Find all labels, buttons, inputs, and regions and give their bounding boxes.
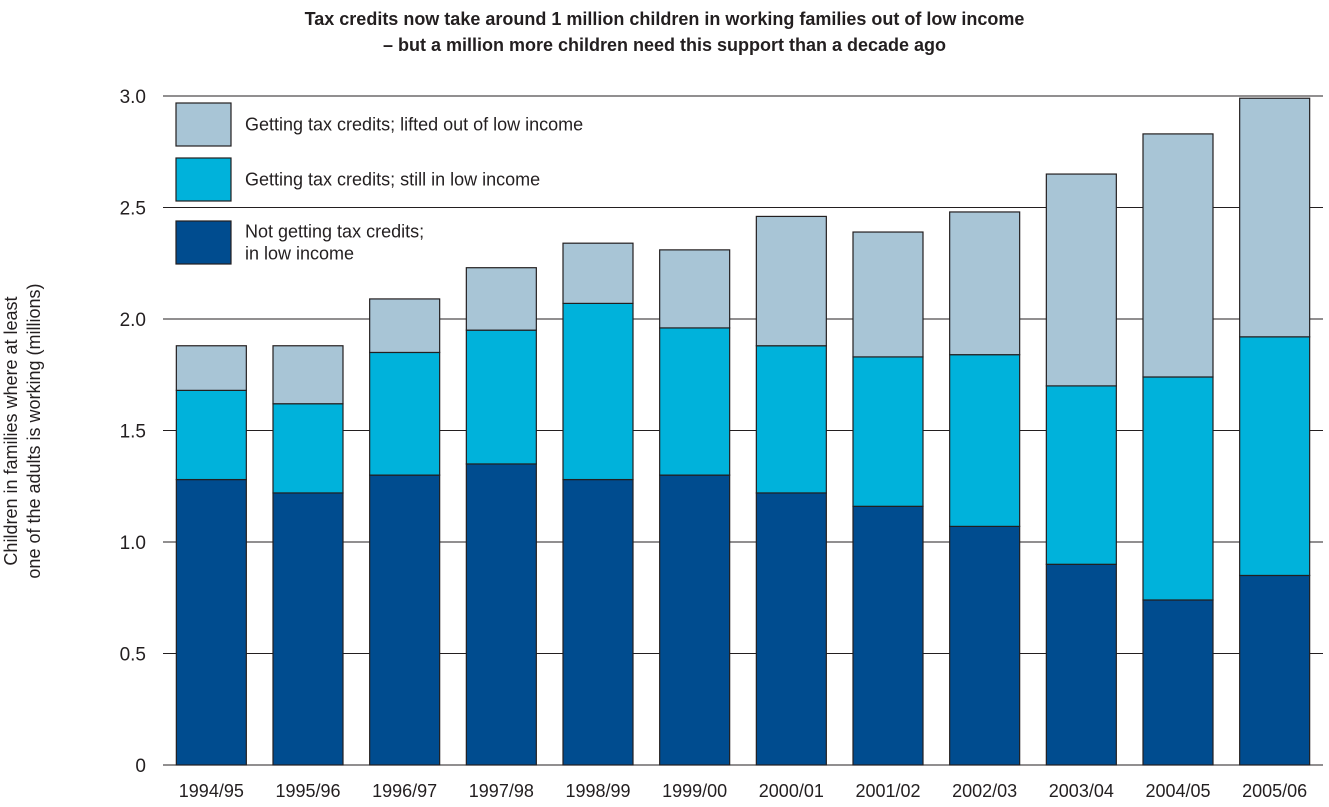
bar-segment: [175, 389, 247, 481]
bar-segment: [369, 298, 441, 354]
chart-title-line-2: – but a million more children need this …: [382, 35, 947, 55]
bar-segment: [1045, 173, 1117, 387]
legend-label: Getting tax credits; still in low income: [245, 170, 540, 190]
y-tick-label: 2.5: [120, 199, 146, 220]
bar-segment: [369, 474, 441, 766]
x-tick-label: 2004/05: [1145, 781, 1210, 801]
bar-segment: [465, 463, 537, 766]
bar-segment: [1239, 97, 1311, 338]
x-tick-label: 2000/01: [759, 781, 824, 801]
bar-segment: [465, 267, 537, 331]
bar-segment: [272, 403, 344, 494]
bar-segment: [1142, 133, 1214, 378]
bar-segment: [755, 345, 827, 494]
y-tick-label: 2.0: [120, 310, 146, 331]
legend-label: Getting tax credits; lifted out of low i…: [245, 115, 583, 135]
x-tick-label: 2003/04: [1049, 781, 1114, 801]
bar-segment: [1239, 336, 1311, 577]
x-tick-label: 1994/95: [179, 781, 244, 801]
chart-title-line-1: Tax credits now take around 1 million ch…: [304, 9, 1025, 29]
x-tick-label: 1998/99: [565, 781, 630, 801]
legend-swatch: [175, 157, 232, 202]
y-tick-label: 1.5: [120, 422, 146, 443]
bar-segment: [659, 249, 731, 329]
x-tick-label: 1997/98: [469, 781, 534, 801]
x-tick-label: 1996/97: [372, 781, 437, 801]
bar-segment: [852, 505, 924, 766]
bar-segment: [272, 492, 344, 766]
bar-segment: [1142, 376, 1214, 601]
chart-title: Tax credits now take around 1 million ch…: [0, 6, 1329, 58]
legend-label: in low income: [245, 244, 354, 264]
bar-segment: [175, 345, 247, 391]
bar-segment: [755, 215, 827, 347]
bar-segment: [465, 329, 537, 465]
bar-segment: [755, 492, 827, 766]
bar-segment: [562, 302, 634, 481]
y-tick-label: 3.0: [120, 87, 146, 108]
bar-segment: [949, 211, 1021, 356]
bar-segment: [852, 231, 924, 358]
x-tick-label: 2001/02: [855, 781, 920, 801]
y-tick-label: 1.0: [120, 533, 146, 554]
x-tick-label: 2005/06: [1242, 781, 1307, 801]
bar-segment: [369, 351, 441, 476]
bar-segment: [272, 345, 344, 405]
y-tick-label: 0: [135, 756, 146, 777]
x-tick-label: 1999/00: [662, 781, 727, 801]
legend-label: Not getting tax credits;: [245, 222, 424, 242]
bar-segment: [659, 474, 731, 766]
bar-segment: [1142, 599, 1214, 766]
bar-segment: [1239, 574, 1311, 766]
legend-swatch: [175, 220, 232, 265]
bar-segment: [1045, 563, 1117, 766]
bar-segment: [949, 354, 1021, 527]
bar-segment: [659, 327, 731, 476]
bar-segment: [852, 356, 924, 507]
bar-segment: [1045, 385, 1117, 565]
bar-segment: [949, 525, 1021, 766]
legend-swatch: [175, 102, 232, 147]
x-tick-label: 1995/96: [275, 781, 340, 801]
bar-segment: [175, 478, 247, 766]
y-tick-label: 0.5: [120, 645, 146, 666]
x-tick-label: 2002/03: [952, 781, 1017, 801]
bar-segment: [562, 478, 634, 766]
bar-segment: [562, 242, 634, 304]
